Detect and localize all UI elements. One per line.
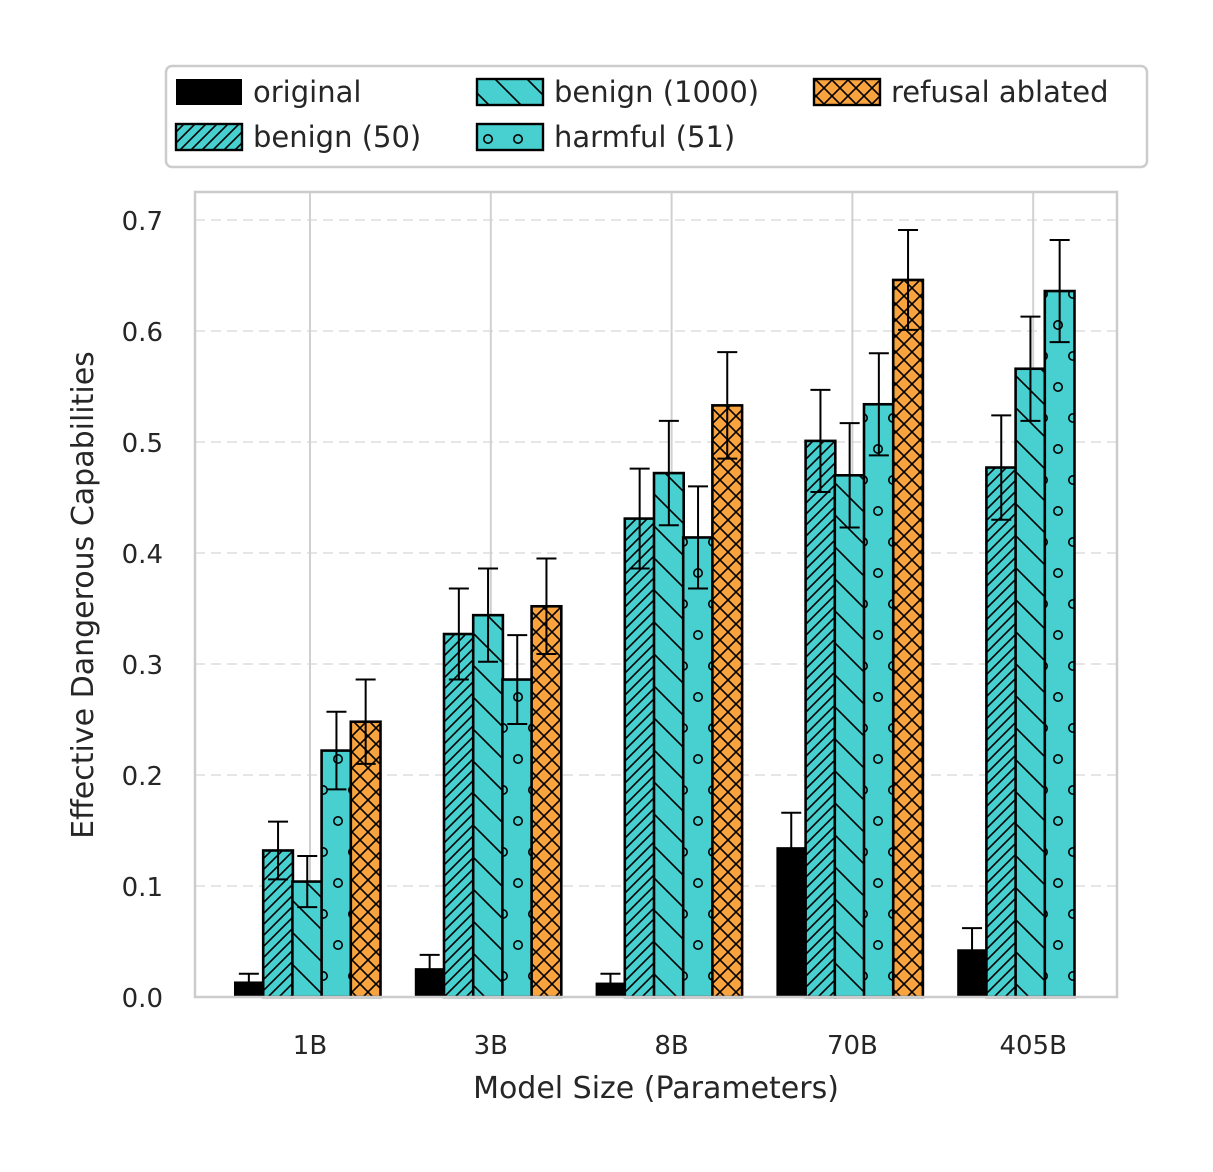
error-bar (326, 710, 347, 791)
error-bars (238, 228, 1070, 993)
legend-swatch (176, 79, 242, 105)
legend-label: harmful (51) (554, 120, 735, 154)
legend-item: harmful (51) (475, 120, 735, 154)
error-bar (629, 467, 650, 570)
y-axis: 0.0 0.1 0.2 0.3 0.4 0.5 0.6 0.7 (122, 207, 163, 1014)
x-axis: 1B 3B 8B 70B 405B (293, 1031, 1067, 1061)
error-bar (810, 388, 831, 493)
y-axis-label: Effective Dangerous Capabilities (66, 351, 101, 839)
error-bar (419, 953, 440, 983)
x-tick-label: 405B (999, 1031, 1066, 1061)
bar-refusal-ablated (891, 278, 925, 999)
y-tick-label: 0.4 (122, 540, 163, 570)
x-axis-label: Model Size (Parameters) (473, 1071, 839, 1106)
legend: original benign (50) benign (1000) harmful … (164, 64, 1149, 169)
error-bar (717, 351, 738, 460)
legend-item: benign (1000) (475, 75, 759, 109)
error-bar (448, 587, 469, 681)
error-bar (839, 422, 860, 529)
bar-benign-50 (985, 466, 1018, 999)
error-bar (268, 820, 289, 881)
bar-harmful-51 (501, 678, 534, 999)
bar-harmful-51 (1043, 289, 1076, 999)
bar-benign-1000 (833, 473, 866, 999)
legend-swatch (475, 122, 545, 152)
y-tick-label: 0.6 (122, 318, 163, 348)
bar-benign-50 (442, 632, 476, 999)
error-bar (1049, 238, 1070, 344)
error-bar (297, 855, 318, 909)
x-tick-label: 70B (827, 1031, 878, 1061)
error-bar (962, 927, 983, 972)
legend-frame (164, 64, 1149, 169)
error-bar (991, 414, 1012, 521)
y-tick-label: 0.2 (122, 762, 163, 792)
plot-frame (193, 190, 1119, 999)
bar-refusal-ablated (530, 604, 563, 999)
bar-benign-1000 (471, 613, 505, 999)
error-bar (238, 972, 259, 991)
y-tick-label: 0.7 (122, 207, 163, 237)
y-tick-label: 0.0 (122, 984, 163, 1014)
x-tick-label: 8B (654, 1031, 688, 1061)
legend-item: original (176, 75, 361, 109)
error-bar (478, 567, 499, 663)
bar-refusal-ablated (349, 720, 382, 999)
legend-swatch (174, 122, 244, 152)
error-bar (355, 678, 376, 765)
error-bar (1020, 315, 1041, 422)
error-bar (688, 485, 709, 590)
legend-swatch (475, 77, 545, 107)
y-tick-label: 0.1 (122, 873, 163, 903)
bar-benign-1000 (1014, 367, 1047, 999)
error-bar (600, 972, 621, 993)
error-bar (868, 352, 889, 457)
x-tick-label: 3B (474, 1031, 508, 1061)
x-tick-label: 1B (293, 1031, 327, 1061)
bar-refusal-ablated (711, 404, 744, 999)
legend-swatch (812, 77, 882, 107)
legend-item: benign (50) (174, 120, 421, 154)
bar-benign-50 (623, 517, 656, 999)
error-bar (781, 811, 802, 883)
legend-label: benign (50) (253, 120, 421, 154)
error-bar (898, 228, 919, 331)
legend-label: refusal ablated (891, 75, 1109, 109)
legend-label: original (253, 75, 361, 109)
error-bar (536, 557, 557, 656)
bar-benign-1000 (652, 471, 686, 999)
y-tick-label: 0.3 (122, 651, 163, 681)
legend-item: refusal ablated (812, 75, 1109, 109)
error-bar (507, 634, 528, 725)
bar-harmful-51 (681, 536, 715, 999)
y-tick-label: 0.5 (122, 429, 163, 459)
error-bar (658, 419, 679, 527)
bar-harmful-51 (862, 402, 896, 999)
legend-label: benign (1000) (554, 75, 759, 109)
bar-benign-50 (804, 439, 837, 999)
